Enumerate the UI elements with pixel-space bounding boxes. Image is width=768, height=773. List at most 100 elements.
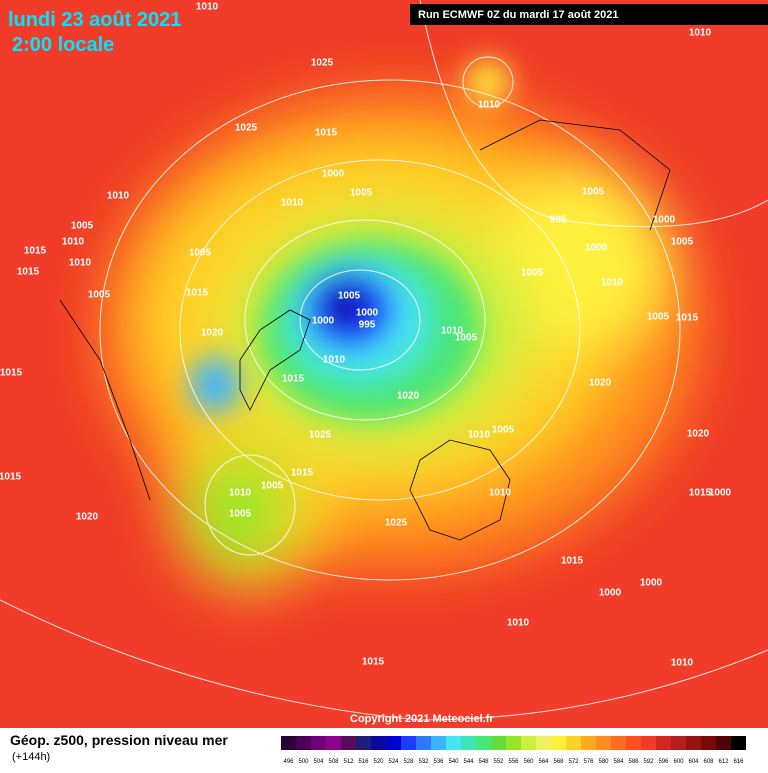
isobar-label: 1000 (356, 308, 379, 319)
legend-value: 536 (433, 759, 444, 765)
legend-swatch (551, 736, 566, 750)
legend-value: 496 (283, 759, 294, 765)
legend-swatch (371, 736, 386, 750)
legend-value: 540 (448, 759, 459, 765)
legend-swatch (671, 736, 686, 750)
valid-date: lundi 23 août 2021 (8, 9, 181, 31)
legend-value: 604 (688, 759, 699, 765)
legend-swatch (596, 736, 611, 750)
isobar-label: 1010 (671, 658, 694, 669)
legend-value: 524 (388, 759, 399, 765)
legend-swatch (581, 736, 596, 750)
isobar-label: 1000 (709, 488, 732, 499)
isobar-label: 1025 (311, 58, 334, 69)
legend-swatch (311, 736, 326, 750)
isobar-label: 1010 (601, 278, 624, 289)
legend-swatch (641, 736, 656, 750)
legend-swatch (626, 736, 641, 750)
isobar-label: 1015 (24, 246, 47, 257)
lead-time: (+144h) (12, 751, 50, 763)
isobar-label: 1020 (687, 429, 710, 440)
legend-value: 576 (583, 759, 594, 765)
legend-swatch (656, 736, 671, 750)
isobar-label: 1020 (201, 328, 224, 339)
legend-value: 580 (598, 759, 609, 765)
legend-value: 504 (313, 759, 324, 765)
legend-value: 516 (358, 759, 369, 765)
isobar-label: 1015 (676, 313, 699, 324)
isobar-label: 1000 (585, 243, 608, 254)
isobar-label: 1010 (468, 430, 491, 441)
legend-swatch (296, 736, 311, 750)
legend-swatch (386, 736, 401, 750)
isobar-label: 1015 (17, 267, 40, 278)
legend-swatch (281, 736, 296, 750)
legend-swatch (701, 736, 716, 750)
legend-swatch (341, 736, 356, 750)
isobar-label: 1005 (88, 290, 111, 301)
legend-swatch (461, 736, 476, 750)
legend-value: 500 (298, 759, 309, 765)
legend-value: 512 (343, 759, 354, 765)
legend-value: 600 (673, 759, 684, 765)
isobar-label: 1000 (653, 215, 676, 226)
isobar-label: 1005 (189, 248, 212, 259)
legend-swatch (416, 736, 431, 750)
isobar-label: 995 (550, 215, 567, 226)
isobar-label: 1010 (107, 191, 130, 202)
isobar-label: 1005 (671, 237, 694, 248)
isobar-label: 1020 (589, 378, 612, 389)
isobar-label: 1005 (455, 333, 478, 344)
legend-value: 592 (643, 759, 654, 765)
isobar-label: 1005 (229, 509, 252, 520)
isobar-label: 1015 (315, 128, 338, 139)
isobar-label: 1015 (186, 288, 209, 299)
isobar-label: 1010 (281, 198, 304, 209)
isobar-label: 1010 (69, 258, 92, 269)
isobar-label: 1025 (309, 430, 332, 441)
run-info: Run ECMWF 0Z du mardi 17 août 2021 (418, 9, 618, 21)
legend-value: 584 (613, 759, 624, 765)
isobar-label: 1025 (235, 123, 258, 134)
isobar-label: 1000 (312, 316, 335, 327)
legend-swatch (716, 736, 731, 750)
legend-value: 508 (328, 759, 339, 765)
isobar-label: 1015 (291, 468, 314, 479)
legend-swatch (686, 736, 701, 750)
legend-value: 528 (403, 759, 414, 765)
isobar-label: 1005 (261, 481, 284, 492)
isobar-label: 1000 (599, 588, 622, 599)
isobar-label: 1005 (350, 188, 373, 199)
isobar-label: 1005 (521, 268, 544, 279)
legend-value: 548 (478, 759, 489, 765)
legend-value: 532 (418, 759, 429, 765)
isobar-label: 1010 (489, 488, 512, 499)
isobar-label: 1005 (582, 187, 605, 198)
legend-value: 520 (373, 759, 384, 765)
legend-value: 608 (703, 759, 714, 765)
legend-swatch (401, 736, 416, 750)
isobar-label: 1000 (322, 169, 345, 180)
legend-value: 612 (718, 759, 729, 765)
isobar-label: 1005 (492, 425, 515, 436)
legend-value: 564 (538, 759, 549, 765)
legend-value: 568 (553, 759, 564, 765)
legend-value: 596 (658, 759, 669, 765)
legend-swatch (446, 736, 461, 750)
legend-value: 552 (493, 759, 504, 765)
legend-swatch (506, 736, 521, 750)
isobar-label: 1025 (385, 518, 408, 529)
isobar-label: 1010 (229, 488, 252, 499)
legend-swatch (611, 736, 626, 750)
isobar-label: 995 (359, 320, 376, 331)
isobar-label: 1015 (0, 472, 22, 483)
isobar-label: 1010 (507, 618, 530, 629)
isobar-label: 1010 (196, 2, 219, 13)
legend-value: 556 (508, 759, 519, 765)
product: Géop. z500, pression niveau mer (10, 732, 228, 748)
isobar-label: 1000 (640, 578, 663, 589)
isobar-label: 1015 (689, 488, 712, 499)
isobar-label: 1020 (397, 391, 420, 402)
legend-swatch (491, 736, 506, 750)
